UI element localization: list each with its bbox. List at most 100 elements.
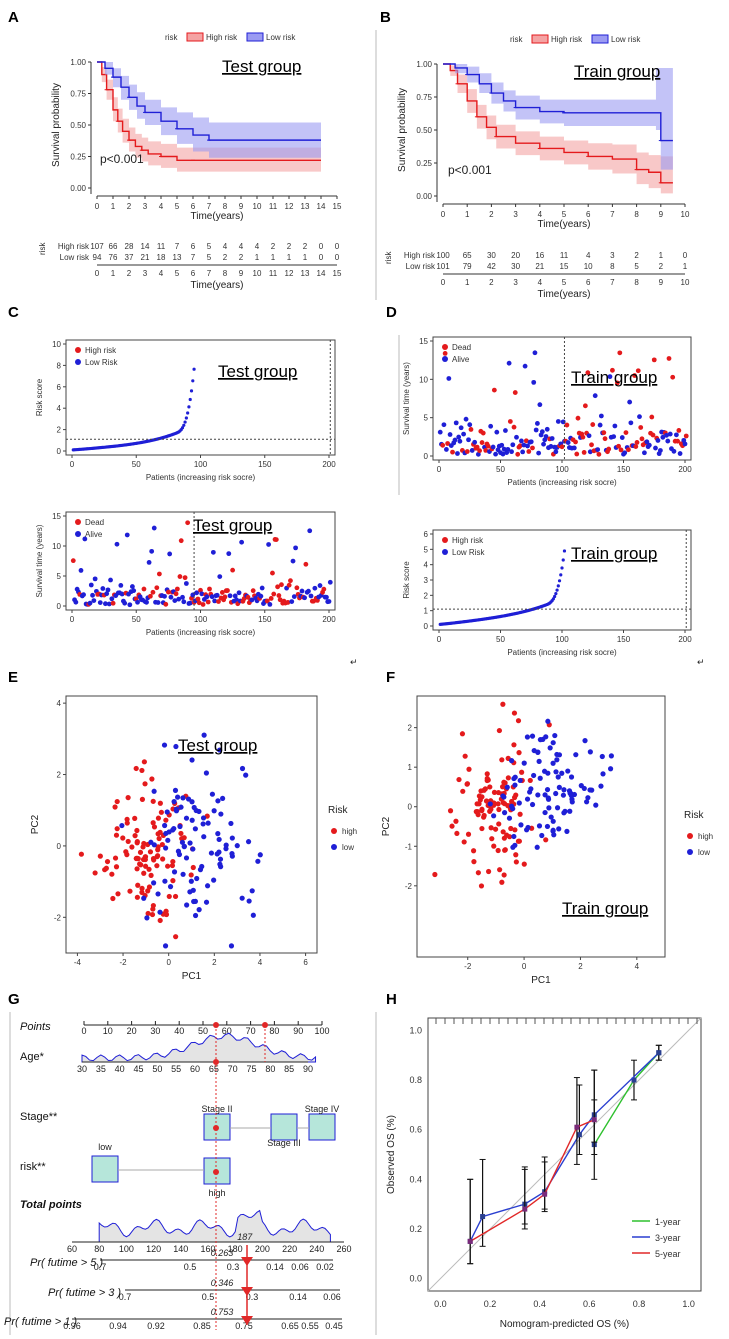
survival-point bbox=[673, 432, 679, 438]
x-axis-label: PC1 bbox=[531, 975, 551, 986]
survival-point bbox=[82, 536, 88, 542]
risk-table-tick-label: 15 bbox=[333, 269, 342, 278]
pca-point-low bbox=[561, 787, 567, 793]
prob-tick-label: 0.5 bbox=[184, 1262, 197, 1272]
survival-point bbox=[87, 600, 93, 606]
risk-table-cell: 8 bbox=[610, 262, 615, 271]
panel-label-a: A bbox=[8, 9, 19, 26]
total-tick-label: 240 bbox=[309, 1244, 324, 1254]
pca-point-high bbox=[112, 804, 118, 810]
legend-dot-high bbox=[75, 347, 81, 353]
pca-point-high bbox=[512, 827, 518, 833]
survival-point bbox=[150, 589, 156, 595]
risk-table-cell: 5 bbox=[207, 242, 212, 251]
legend-dot-low bbox=[331, 844, 337, 850]
prob-marker bbox=[241, 1287, 253, 1296]
age-tick-label: 75 bbox=[246, 1064, 256, 1074]
risk-table-cell: 2 bbox=[239, 253, 244, 262]
pca-point-high bbox=[484, 771, 490, 777]
survival-point bbox=[200, 602, 206, 607]
legend-dot-dead bbox=[75, 519, 81, 525]
risk-table-tick-label: 5 bbox=[562, 278, 567, 287]
pca-point-low bbox=[180, 795, 186, 801]
y-axis-label: PC2 bbox=[381, 816, 392, 836]
risk-point bbox=[557, 579, 562, 583]
risk-table-tick-label: 8 bbox=[634, 278, 639, 287]
x-tick-label: 0.4 bbox=[533, 1299, 546, 1309]
survival-point bbox=[239, 539, 245, 545]
pca-point-low bbox=[155, 891, 161, 897]
survival-point bbox=[675, 438, 681, 444]
survival-point bbox=[466, 437, 471, 443]
survival-point bbox=[565, 440, 571, 445]
y-tick-label: 0 bbox=[57, 447, 62, 456]
pca-point-low bbox=[550, 818, 556, 824]
pca-point-low bbox=[204, 883, 211, 889]
survival-point bbox=[637, 414, 642, 420]
pca-point-low bbox=[205, 820, 211, 826]
risk-point bbox=[562, 549, 567, 553]
pca-point-low bbox=[181, 843, 187, 849]
survival-point bbox=[626, 447, 631, 453]
risk-table-x-label: Time(years) bbox=[191, 280, 244, 291]
risk-point bbox=[187, 405, 191, 409]
y-axis-label: Survival probability bbox=[51, 83, 62, 167]
pca-point-low bbox=[568, 774, 575, 780]
pca-point-low bbox=[504, 784, 510, 790]
risk-point bbox=[188, 397, 192, 402]
survival-point bbox=[483, 447, 489, 453]
x-axis-label: Patients (increasing risk socre) bbox=[507, 648, 617, 657]
survival-point bbox=[480, 430, 486, 436]
x-tick-label: 9 bbox=[659, 210, 664, 219]
pca-point-low bbox=[183, 855, 190, 861]
pca-point-high bbox=[137, 849, 144, 855]
survival-point bbox=[503, 428, 508, 433]
survival-point bbox=[658, 448, 663, 453]
pca-point-low bbox=[249, 888, 255, 894]
legend-label-low: low bbox=[698, 848, 710, 857]
pca-point-high bbox=[474, 808, 481, 815]
pca-point-low bbox=[545, 795, 551, 801]
y-tick-label: 1.00 bbox=[416, 60, 432, 69]
y-tick-label: 0 bbox=[408, 803, 413, 812]
y-axis-label: PC2 bbox=[30, 814, 41, 834]
survival-point bbox=[167, 551, 173, 557]
pca-point-high bbox=[169, 862, 176, 869]
pca-point-low bbox=[509, 758, 515, 764]
x-tick-label: 8 bbox=[223, 202, 228, 211]
y-tick-label: 0.50 bbox=[416, 126, 432, 135]
x-tick-label: 2 bbox=[578, 962, 583, 971]
pca-point-high bbox=[496, 821, 502, 827]
survival-point bbox=[507, 419, 513, 424]
survival-point bbox=[530, 445, 535, 451]
pca-point-low bbox=[512, 782, 518, 788]
risk-table-cell: 2 bbox=[223, 253, 228, 262]
legend-dot-low bbox=[687, 849, 693, 855]
survival-point bbox=[522, 363, 528, 369]
survival-point bbox=[553, 449, 559, 455]
survival-point bbox=[682, 441, 688, 447]
pca-point-high bbox=[173, 934, 179, 940]
x-tick-label: 0 bbox=[95, 202, 100, 211]
pca-point-high bbox=[115, 891, 121, 897]
prob-tick-label: 0.92 bbox=[147, 1321, 165, 1331]
y-axis-label: Observed OS (%) bbox=[386, 1115, 397, 1194]
prob-tick-label: 0.06 bbox=[291, 1262, 309, 1272]
x-axis-label: Patients (increasing risk socre) bbox=[146, 628, 256, 637]
survival-point bbox=[156, 571, 162, 577]
legend-label-high: High risk bbox=[206, 33, 238, 42]
pca-point-high bbox=[142, 854, 148, 860]
survival-point bbox=[644, 439, 650, 445]
calibration-point bbox=[480, 1214, 486, 1220]
prob-tick-label: 0.7 bbox=[94, 1262, 107, 1272]
pca-point-high bbox=[497, 867, 503, 873]
calibration-point bbox=[656, 1050, 662, 1056]
survival-point bbox=[172, 598, 178, 604]
pca-point-low bbox=[547, 745, 553, 751]
survival-point bbox=[70, 558, 76, 564]
total-tick-label: 100 bbox=[119, 1244, 134, 1254]
y-tick-label: 4 bbox=[57, 699, 62, 708]
survival-point bbox=[455, 451, 460, 456]
pca-point-low bbox=[500, 793, 506, 799]
pca-point-high bbox=[461, 839, 467, 845]
